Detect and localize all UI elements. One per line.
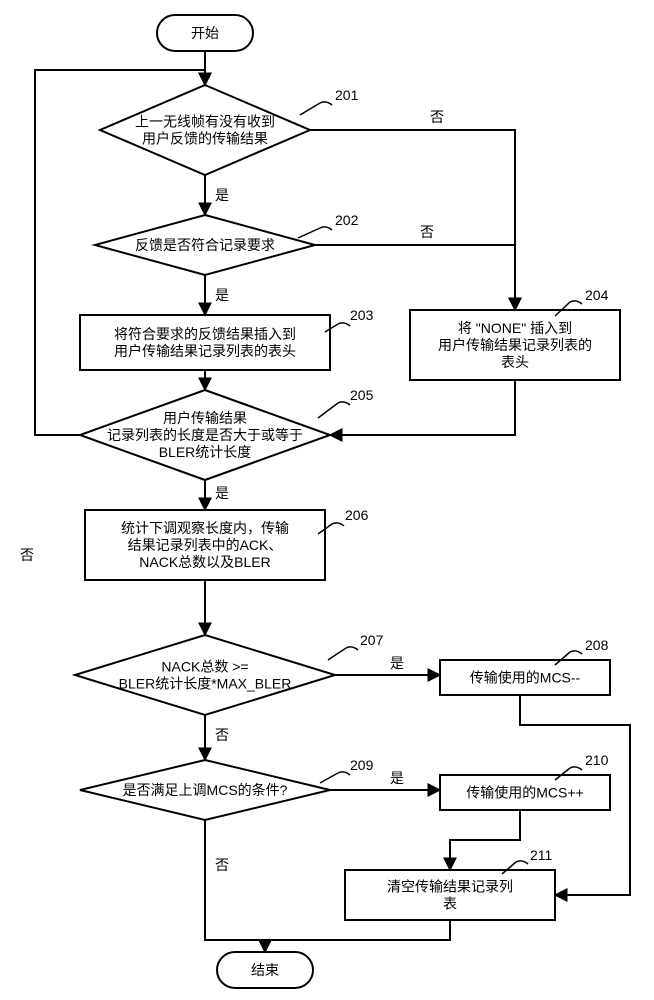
svg-text:是否满足上调MCS的条件?: 是否满足上调MCS的条件?	[123, 782, 288, 798]
svg-text:202: 202	[335, 212, 359, 228]
edge-16	[205, 820, 265, 952]
edge-15	[265, 920, 450, 952]
svg-text:否: 否	[420, 224, 434, 240]
svg-text:是: 是	[215, 187, 229, 203]
svg-text:BLER统计长度: BLER统计长度	[159, 444, 252, 460]
ref-leader-1	[298, 228, 320, 238]
svg-text:开始: 开始	[191, 25, 219, 41]
svg-text:是: 是	[215, 485, 229, 501]
svg-text:表头: 表头	[501, 354, 529, 370]
svg-text:反馈是否符合记录要求: 反馈是否符合记录要求	[135, 237, 275, 253]
ref-leader-0	[300, 103, 320, 115]
edge-4	[315, 245, 515, 310]
svg-text:否: 否	[20, 547, 34, 563]
svg-text:记录列表的长度是否大于或等于: 记录列表的长度是否大于或等于	[107, 427, 303, 443]
svg-text:是: 是	[215, 287, 229, 303]
svg-text:否: 否	[215, 727, 229, 743]
svg-text:207: 207	[360, 632, 384, 648]
svg-text:传输使用的MCS--: 传输使用的MCS--	[470, 670, 581, 686]
svg-text:206: 206	[345, 507, 369, 523]
svg-text:是: 是	[390, 770, 404, 786]
svg-text:NACK总数 >=: NACK总数 >=	[161, 659, 248, 675]
svg-text:BLER统计长度*MAX_BLER: BLER统计长度*MAX_BLER	[119, 676, 292, 692]
svg-text:统计下调观察长度内，传输: 统计下调观察长度内，传输	[121, 520, 289, 536]
svg-text:用户传输结果记录列表的表头: 用户传输结果记录列表的表头	[114, 343, 296, 359]
svg-text:211: 211	[530, 847, 553, 863]
edge-14	[450, 810, 520, 870]
svg-text:将符合要求的反馈结果插入到: 将符合要求的反馈结果插入到	[114, 326, 296, 342]
svg-text:NACK总数以及BLER: NACK总数以及BLER	[139, 554, 270, 570]
svg-text:是: 是	[390, 655, 404, 671]
svg-text:清空传输结果记录列: 清空传输结果记录列	[387, 879, 513, 895]
svg-text:否: 否	[430, 109, 444, 125]
ref-leader-8	[320, 773, 338, 783]
svg-text:结束: 结束	[251, 962, 279, 978]
flowchart-canvas: 开始结束 上一无线帧有没有收到用户反馈的传输结果 201 反馈是否符合记录要求 202 用…	[0, 0, 654, 1000]
svg-text:将 "NONE" 插入到: 将 "NONE" 插入到	[458, 320, 572, 336]
svg-text:否: 否	[215, 857, 229, 873]
ref-leader-4	[318, 403, 338, 418]
ref-leader-6	[328, 648, 346, 660]
svg-text:用户传输结果记录列表的: 用户传输结果记录列表的	[438, 337, 592, 353]
svg-text:209: 209	[350, 757, 374, 773]
svg-text:204: 204	[585, 287, 609, 303]
svg-text:203: 203	[350, 307, 374, 323]
svg-text:结果记录列表中的ACK、: 结果记录列表中的ACK、	[128, 537, 283, 553]
svg-text:210: 210	[585, 752, 609, 768]
svg-text:205: 205	[350, 387, 374, 403]
svg-text:上一无线帧有没有收到: 上一无线帧有没有收到	[135, 114, 275, 130]
svg-text:传输使用的MCS++: 传输使用的MCS++	[466, 785, 583, 801]
svg-text:用户传输结果: 用户传输结果	[163, 410, 247, 426]
svg-text:用户反馈的传输结果: 用户反馈的传输结果	[142, 131, 268, 147]
svg-text:表: 表	[443, 896, 457, 912]
svg-text:201: 201	[335, 87, 359, 103]
svg-text:208: 208	[585, 637, 609, 653]
